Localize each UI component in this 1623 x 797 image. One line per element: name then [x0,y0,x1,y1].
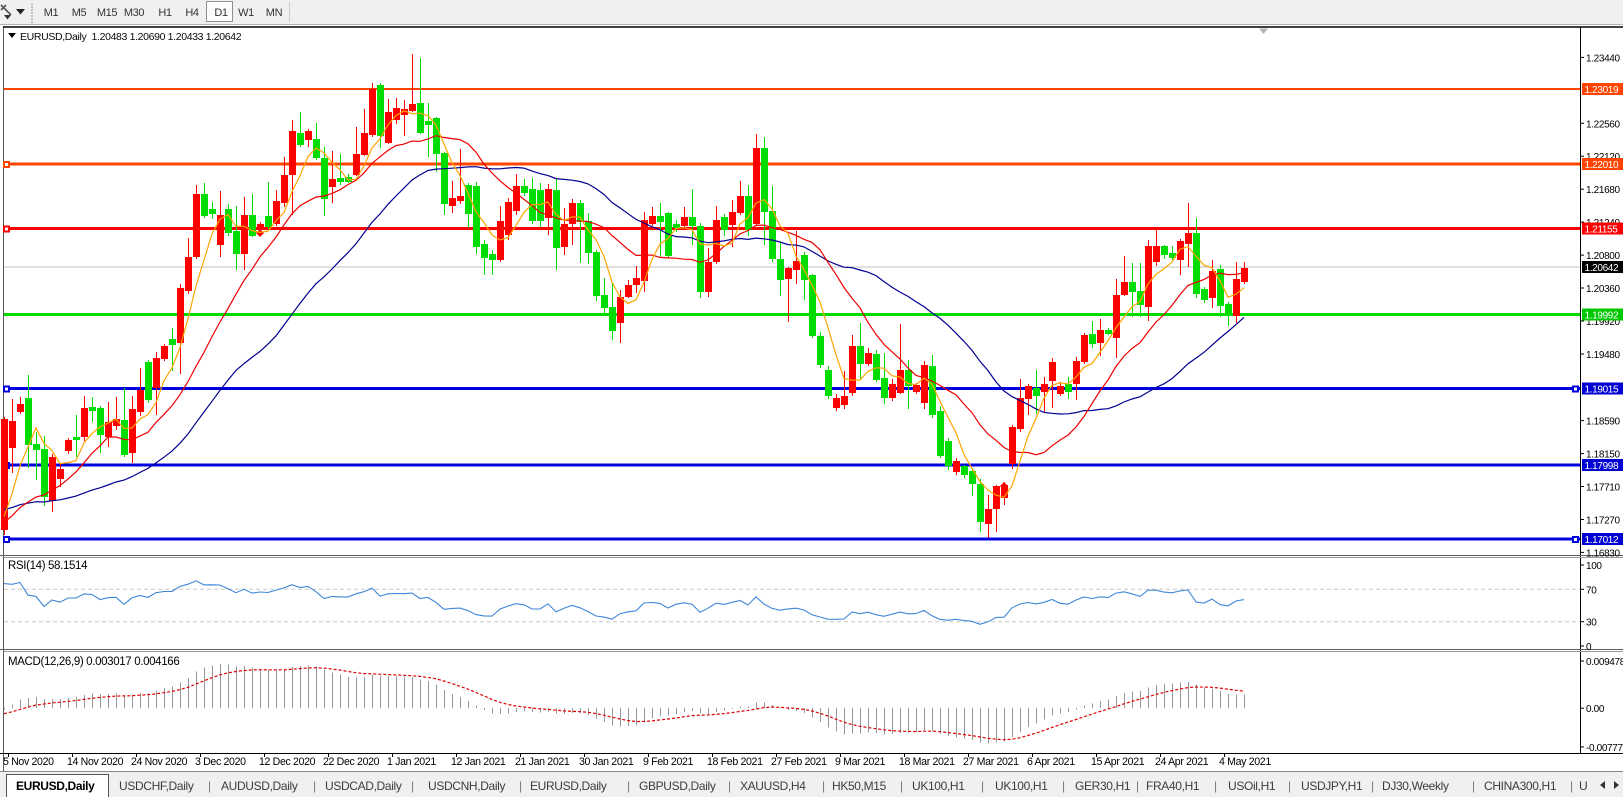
svg-text:USOil,H1: USOil,H1 [1228,779,1276,793]
svg-text:1.17270: 1.17270 [1586,516,1620,527]
svg-text:30: 30 [1586,618,1597,629]
svg-text:XAUUSD,H4: XAUUSD,H4 [740,779,806,793]
svg-text:M30: M30 [124,7,145,19]
svg-text:|: | [981,779,984,793]
svg-text:USDJPY,H1: USDJPY,H1 [1301,779,1363,793]
svg-text:UK100,H1: UK100,H1 [912,779,965,793]
svg-text:9 Feb 2021: 9 Feb 2021 [643,756,694,768]
svg-text:HK50,M15: HK50,M15 [832,779,887,793]
svg-text:|: | [1288,779,1291,793]
svg-text:1.17710: 1.17710 [1586,483,1620,494]
svg-text:|: | [519,779,522,793]
svg-text:1.22120: 1.22120 [1586,152,1620,163]
svg-text:|: | [1472,779,1475,793]
svg-text:1.18590: 1.18590 [1586,417,1620,428]
svg-text:1.16830: 1.16830 [1586,548,1620,559]
svg-text:|: | [1371,779,1374,793]
svg-text:12 Dec 2020: 12 Dec 2020 [259,756,316,768]
svg-text:USDCHF,Daily: USDCHF,Daily [119,779,194,793]
svg-text:0: 0 [1586,642,1592,653]
svg-text:70: 70 [1586,585,1597,596]
svg-text:1.21155: 1.21155 [1585,225,1619,236]
svg-text:1.23440: 1.23440 [1586,53,1620,64]
svg-text:EURUSD,Daily 1.20483 1.20690: EURUSD,Daily 1.20483 1.20690 1.20433 1.2… [20,31,242,43]
svg-text:USDCAD,Daily: USDCAD,Daily [325,779,402,793]
svg-text:4 May 2021: 4 May 2021 [1219,756,1271,768]
svg-text:15 Apr 2021: 15 Apr 2021 [1091,756,1145,768]
svg-text:GBPUSD,Daily: GBPUSD,Daily [639,779,716,793]
svg-text:24 Nov 2020: 24 Nov 2020 [131,756,188,768]
svg-text:1.17012: 1.17012 [1585,535,1619,546]
svg-text:DJ30,Weekly: DJ30,Weekly [1382,779,1449,793]
svg-text:GER30,H1: GER30,H1 [1075,779,1131,793]
svg-text:5 Nov 2020: 5 Nov 2020 [3,756,54,768]
svg-text:RSI(14) 58.1514: RSI(14) 58.1514 [8,560,88,572]
svg-text:|: | [728,779,731,793]
svg-text:3 Dec 2020: 3 Dec 2020 [195,756,246,768]
svg-text:1 Jan 2021: 1 Jan 2021 [387,756,436,768]
svg-text:|: | [627,779,630,793]
svg-text:30 Jan 2021: 30 Jan 2021 [579,756,634,768]
svg-text:|: | [1062,779,1065,793]
svg-text:1.19480: 1.19480 [1586,350,1620,361]
svg-text:1.20642: 1.20642 [1585,263,1619,274]
svg-text:MACD(12,26,9) 0.003017 0.00416: MACD(12,26,9) 0.003017 0.004166 [8,656,179,668]
svg-text:100: 100 [1586,561,1602,572]
svg-text:18 Feb 2021: 18 Feb 2021 [707,756,763,768]
svg-text:18 Mar 2021: 18 Mar 2021 [899,756,955,768]
svg-text:27 Mar 2021: 27 Mar 2021 [963,756,1019,768]
svg-text:|: | [208,779,211,793]
svg-text:1.19992: 1.19992 [1585,311,1619,322]
svg-text:D1: D1 [214,7,228,19]
svg-text:UK100,H1: UK100,H1 [995,779,1048,793]
svg-text:EURUSD,Daily: EURUSD,Daily [530,779,607,793]
svg-text:EURUSD,Daily: EURUSD,Daily [16,779,95,793]
svg-text:1.22010: 1.22010 [1585,160,1619,171]
svg-text:1.20360: 1.20360 [1586,284,1620,295]
svg-text:27 Feb 2021: 27 Feb 2021 [771,756,827,768]
svg-text:1.19920: 1.19920 [1586,317,1620,328]
svg-text:1.19015: 1.19015 [1585,385,1619,396]
svg-text:14 Nov 2020: 14 Nov 2020 [67,756,124,768]
svg-text:H1: H1 [158,7,172,19]
svg-text:|: | [900,779,903,793]
svg-text:1.22560: 1.22560 [1586,119,1620,130]
svg-text:1.21680: 1.21680 [1586,185,1620,196]
svg-text:MN: MN [266,7,283,19]
svg-text:0.009478: 0.009478 [1586,657,1623,668]
svg-text:-0.007778: -0.007778 [1586,743,1623,754]
svg-text:1.20800: 1.20800 [1586,251,1620,262]
svg-text:AUDUSD,Daily: AUDUSD,Daily [221,779,298,793]
svg-text:M5: M5 [72,7,87,19]
svg-text:CHINA300,H1: CHINA300,H1 [1484,779,1557,793]
svg-text:9 Mar 2021: 9 Mar 2021 [835,756,886,768]
svg-text:FRA40,H1: FRA40,H1 [1146,779,1200,793]
svg-text:|: | [1570,779,1573,793]
svg-text:22 Dec 2020: 22 Dec 2020 [323,756,380,768]
svg-text:|: | [1214,779,1217,793]
svg-text:6 Apr 2021: 6 Apr 2021 [1027,756,1075,768]
svg-text:|: | [411,779,414,793]
svg-text:M1: M1 [44,7,59,19]
svg-text:24 Apr 2021: 24 Apr 2021 [1155,756,1209,768]
svg-text:1.18150: 1.18150 [1586,450,1620,461]
svg-text:|: | [313,779,316,793]
svg-text:1.17998: 1.17998 [1585,461,1619,472]
svg-text:1.23019: 1.23019 [1585,85,1619,96]
svg-text:|: | [1136,779,1139,793]
svg-text:21 Jan 2021: 21 Jan 2021 [515,756,570,768]
svg-text:0.00: 0.00 [1586,704,1605,715]
svg-text:U: U [1579,779,1587,793]
svg-text:USDCNH,Daily: USDCNH,Daily [428,779,505,793]
svg-text:H4: H4 [185,7,199,19]
svg-text:M15: M15 [97,7,118,19]
svg-text:12 Jan 2021: 12 Jan 2021 [451,756,506,768]
svg-text:|: | [822,779,825,793]
svg-text:W1: W1 [238,7,254,19]
